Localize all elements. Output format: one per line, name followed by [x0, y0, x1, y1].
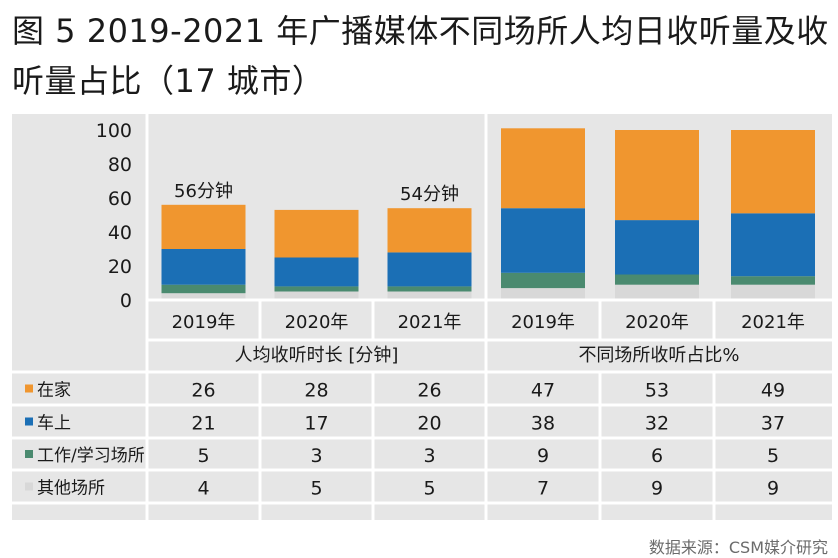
bar-segment [501, 208, 585, 273]
table-cell-value: 37 [761, 413, 785, 435]
x-tick-label: 2019年 [172, 312, 236, 333]
y-tick-label: 0 [120, 290, 132, 312]
bar-total-annotation: 56分钟 [174, 181, 233, 202]
bar-segment [274, 291, 359, 300]
legend-label: 车上 [37, 414, 71, 434]
table-cell-value: 9 [651, 478, 663, 500]
group-label: 不同场所收听占比% [578, 345, 739, 366]
bar-segment [161, 249, 246, 285]
table-cell-value: 3 [310, 445, 322, 467]
source-note: 数据来源：CSM媒介研究 [648, 538, 828, 557]
table-cell-value: 26 [191, 380, 215, 402]
bar-segment [501, 128, 585, 209]
table-cell-value: 5 [310, 478, 322, 500]
y-tick-label: 20 [108, 256, 132, 278]
y-tick-label: 40 [108, 222, 132, 244]
stacked-bar-chart: 100 80 60 40 20 0 56分钟 54分钟 2019年 2020年 2021年 2019年… [12, 114, 832, 520]
x-tick-label: 2020年 [625, 312, 689, 333]
bar-segment [501, 272, 585, 289]
table-cell-value: 6 [651, 445, 663, 467]
table-cell-value: 26 [417, 380, 441, 402]
figure-title: 图 5 2019-2021 年广播媒体不同场所人均日收听量及收听量占比（17 城… [12, 12, 829, 100]
bar-segment [501, 288, 585, 300]
table-cell-value: 20 [417, 413, 441, 435]
table-cell-value: 5 [767, 445, 779, 467]
x-tick-label: 2020年 [285, 312, 349, 333]
bar-segment [387, 286, 472, 292]
x-tick-label: 2021年 [741, 312, 805, 333]
table-cell-value: 17 [304, 413, 328, 435]
bar-total-annotation: 54分钟 [400, 184, 459, 205]
legend-swatch [25, 450, 33, 458]
table-cell-value: 7 [537, 478, 549, 500]
bar-segment [274, 257, 359, 287]
bar-segment [161, 204, 246, 249]
legend-label: 在家 [37, 381, 71, 401]
bar-segment [615, 130, 699, 221]
table-cell-value: 5 [197, 445, 209, 467]
legend-swatch [25, 482, 33, 491]
bar-segment [731, 130, 815, 214]
table-cell-value: 47 [531, 380, 555, 402]
legend-label: 工作/学习场所 [37, 446, 145, 466]
bar-segment [387, 252, 472, 287]
bar-segment [161, 293, 246, 300]
chart-panel: 100 80 60 40 20 0 56分钟 54分钟 2019年 2020年 2021年 2019年… [12, 114, 832, 520]
bar-segment [731, 276, 815, 285]
bar-segment [274, 286, 359, 292]
bar-segment [387, 208, 472, 253]
x-tick-label: 2021年 [398, 312, 462, 333]
table-cell-value: 5 [423, 478, 435, 500]
legend-swatch [25, 417, 33, 426]
y-tick-label: 100 [96, 120, 132, 142]
legend-swatch [25, 384, 33, 393]
table-cell-value: 3 [423, 445, 435, 467]
y-tick-label: 60 [108, 188, 132, 210]
x-tick-label: 2019年 [511, 312, 575, 333]
bar-segment [161, 284, 246, 294]
y-tick-label: 80 [108, 154, 132, 176]
group-label: 人均收听时长 [分钟] [235, 345, 399, 366]
table-cell-value: 38 [531, 413, 555, 435]
table-cell-value: 28 [304, 380, 328, 402]
bar-segment [274, 209, 359, 258]
table-cell-value: 32 [645, 413, 669, 435]
table-cell-value: 21 [191, 413, 215, 435]
bar-segment [731, 213, 815, 277]
bar-segment [615, 274, 699, 285]
legend-label: 其他场所 [37, 479, 105, 499]
table-cell-value: 9 [767, 478, 779, 500]
bar-segment [731, 284, 815, 300]
bar-segment [615, 220, 699, 275]
table-cell-value: 49 [761, 380, 785, 402]
table-cell-value: 4 [197, 478, 209, 500]
table-cell-value: 9 [537, 445, 549, 467]
table-cell-value: 53 [645, 380, 669, 402]
bar-segment [387, 291, 472, 300]
bar-segment [615, 284, 699, 300]
